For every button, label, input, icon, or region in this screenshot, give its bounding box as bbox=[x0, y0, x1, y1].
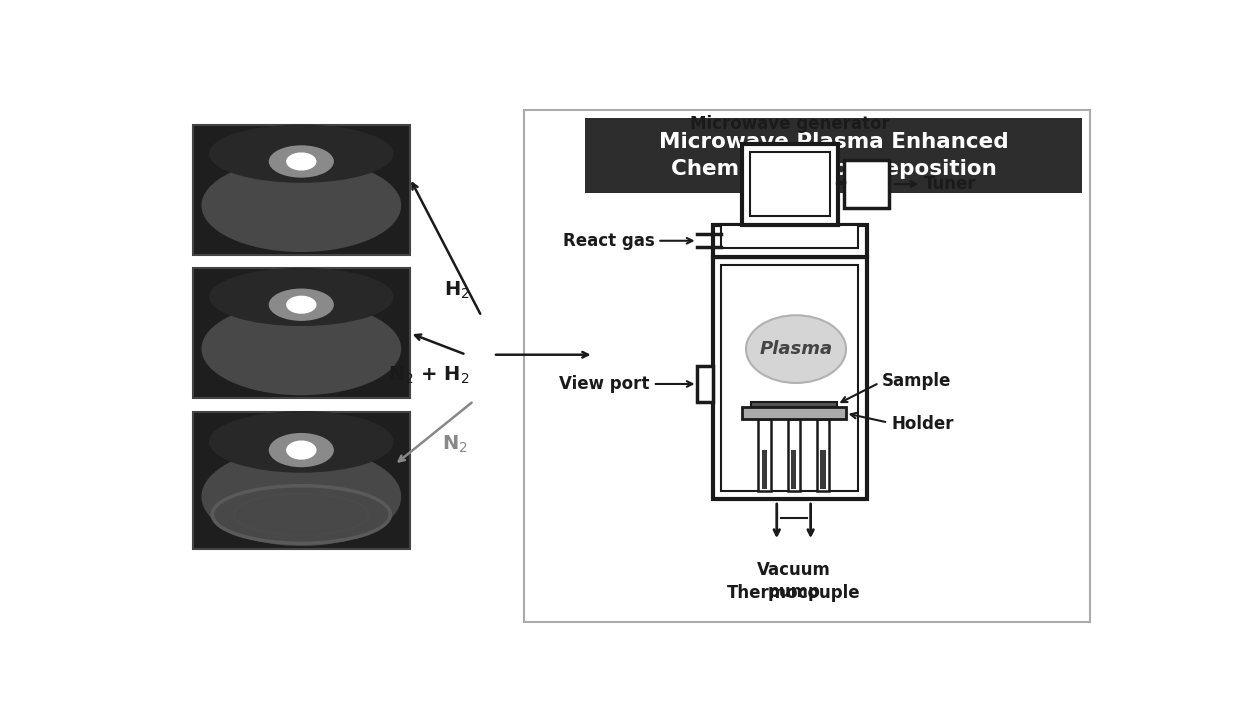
Text: Vacuum
pump: Vacuum pump bbox=[756, 561, 831, 602]
Bar bbox=[722, 265, 858, 491]
Bar bbox=[713, 257, 867, 500]
Bar bbox=[761, 450, 768, 489]
Bar bbox=[817, 419, 830, 491]
Text: React gas: React gas bbox=[563, 232, 655, 249]
Text: Thermocouple: Thermocouple bbox=[727, 583, 861, 602]
Bar bbox=[844, 161, 889, 208]
Ellipse shape bbox=[201, 159, 402, 252]
Ellipse shape bbox=[210, 411, 393, 473]
Bar bbox=[192, 411, 410, 549]
Ellipse shape bbox=[210, 268, 393, 326]
Ellipse shape bbox=[269, 433, 334, 467]
Ellipse shape bbox=[286, 153, 316, 171]
Text: N$_2$: N$_2$ bbox=[441, 434, 467, 455]
Text: View port: View port bbox=[559, 375, 650, 393]
Ellipse shape bbox=[201, 302, 402, 395]
Ellipse shape bbox=[286, 440, 316, 460]
Bar bbox=[697, 366, 713, 403]
Ellipse shape bbox=[269, 145, 334, 178]
Bar bbox=[742, 144, 838, 225]
Text: Sample: Sample bbox=[882, 372, 951, 390]
Bar bbox=[192, 268, 410, 398]
Ellipse shape bbox=[286, 296, 316, 314]
Ellipse shape bbox=[201, 448, 402, 546]
Ellipse shape bbox=[269, 288, 334, 321]
Bar bbox=[585, 118, 1083, 193]
Text: H$_2$: H$_2$ bbox=[444, 280, 470, 301]
Bar bbox=[523, 110, 1090, 622]
Bar bbox=[742, 407, 846, 419]
Bar bbox=[750, 402, 837, 407]
Bar bbox=[713, 225, 867, 257]
Bar bbox=[787, 419, 800, 491]
Text: Microwave generator: Microwave generator bbox=[689, 115, 890, 133]
Text: Tuner: Tuner bbox=[924, 175, 977, 193]
Bar bbox=[722, 225, 858, 249]
Bar bbox=[192, 125, 410, 254]
Bar bbox=[791, 450, 796, 489]
Text: Holder: Holder bbox=[892, 415, 954, 433]
Ellipse shape bbox=[210, 124, 393, 183]
Bar bbox=[759, 419, 770, 491]
Bar bbox=[821, 450, 826, 489]
Ellipse shape bbox=[746, 315, 846, 383]
Text: Plasma: Plasma bbox=[759, 340, 832, 358]
Text: Microwave Plasma Enhanced
Chemical Vapor Deposition: Microwave Plasma Enhanced Chemical Vapor… bbox=[658, 132, 1008, 179]
Text: N$_2$ + H$_2$: N$_2$ + H$_2$ bbox=[388, 365, 470, 386]
Bar bbox=[750, 153, 830, 216]
